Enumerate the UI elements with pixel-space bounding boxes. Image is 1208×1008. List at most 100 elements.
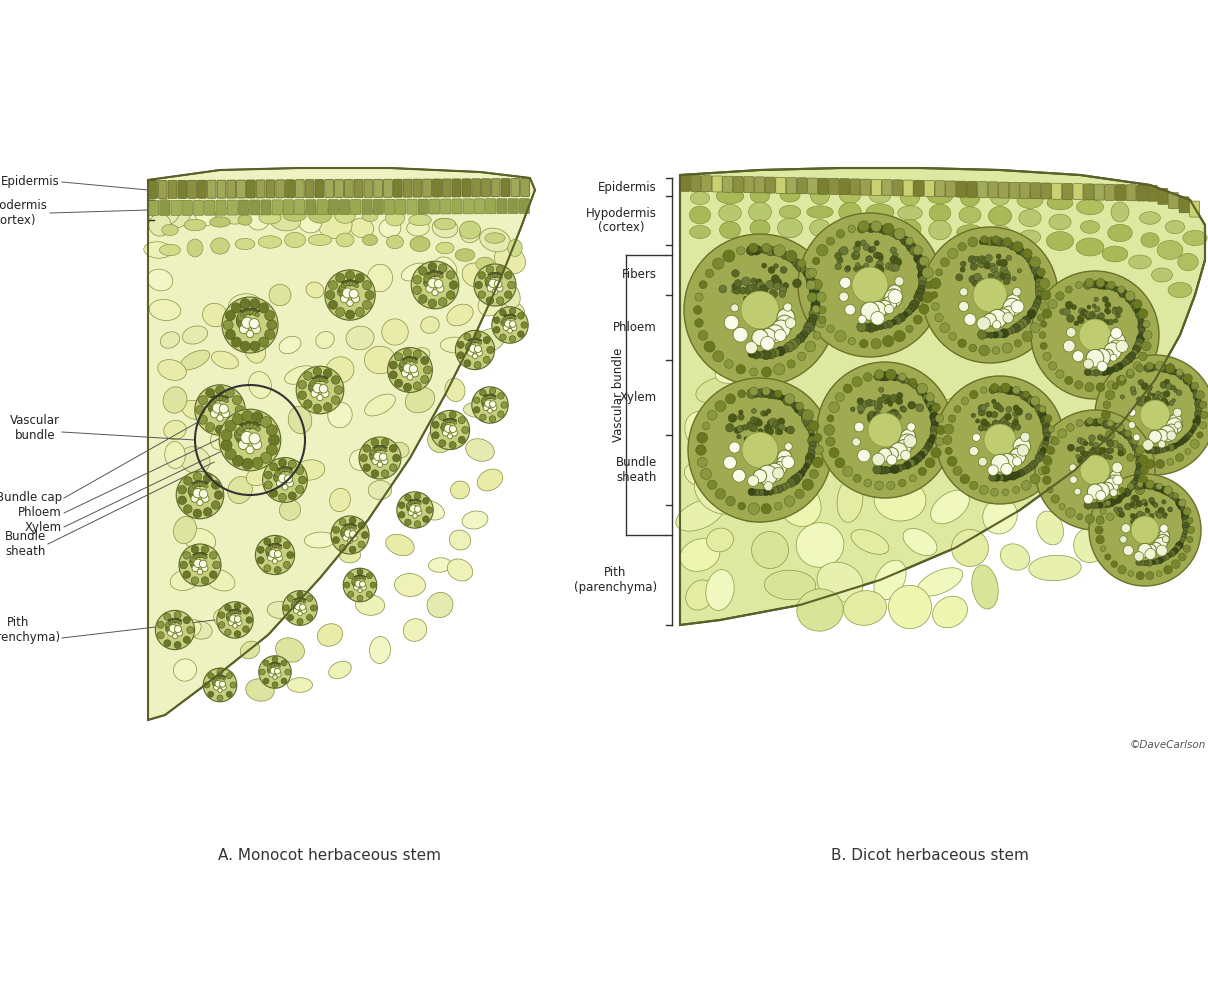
Circle shape [853, 474, 861, 483]
Circle shape [1014, 405, 1020, 411]
Ellipse shape [852, 529, 889, 554]
Circle shape [888, 467, 893, 473]
Circle shape [399, 363, 406, 370]
Circle shape [835, 263, 841, 270]
Circle shape [766, 280, 774, 289]
FancyBboxPatch shape [295, 200, 304, 215]
Circle shape [872, 454, 884, 466]
Circle shape [761, 389, 769, 397]
Circle shape [923, 393, 931, 402]
Circle shape [272, 656, 278, 662]
Circle shape [997, 308, 1011, 324]
Circle shape [927, 437, 935, 446]
Ellipse shape [455, 249, 475, 261]
Circle shape [999, 419, 1005, 425]
Circle shape [1096, 535, 1104, 543]
Circle shape [992, 236, 1000, 243]
Circle shape [271, 667, 277, 674]
Circle shape [1181, 512, 1189, 520]
Ellipse shape [432, 218, 458, 238]
Circle shape [190, 485, 196, 492]
Text: Bundle
sheath: Bundle sheath [5, 530, 46, 558]
Circle shape [1100, 319, 1105, 324]
Ellipse shape [797, 589, 843, 631]
Circle shape [887, 373, 894, 380]
Circle shape [1038, 409, 1045, 417]
Circle shape [1000, 259, 1007, 267]
Circle shape [297, 592, 303, 598]
Circle shape [1021, 392, 1029, 400]
Circle shape [985, 424, 1016, 456]
Circle shape [988, 332, 994, 339]
Circle shape [1103, 401, 1110, 408]
Text: Vascular bundle: Vascular bundle [611, 348, 625, 443]
Circle shape [773, 278, 782, 287]
Ellipse shape [187, 239, 203, 257]
Circle shape [486, 282, 492, 287]
Circle shape [1115, 423, 1125, 431]
Circle shape [1030, 323, 1040, 333]
Circle shape [389, 361, 397, 369]
Circle shape [242, 318, 252, 329]
Circle shape [344, 529, 352, 537]
Circle shape [1145, 460, 1155, 469]
Circle shape [225, 449, 236, 460]
Circle shape [956, 274, 963, 281]
Circle shape [786, 426, 795, 434]
Circle shape [958, 243, 966, 251]
Circle shape [899, 433, 916, 451]
Circle shape [998, 475, 1004, 481]
Circle shape [1171, 385, 1175, 390]
Circle shape [170, 620, 173, 623]
Circle shape [888, 285, 902, 299]
Circle shape [1104, 308, 1109, 313]
Circle shape [478, 291, 486, 298]
Circle shape [922, 291, 934, 302]
Circle shape [1098, 312, 1104, 320]
Circle shape [837, 257, 843, 263]
Circle shape [869, 413, 902, 447]
Ellipse shape [436, 242, 454, 254]
Circle shape [1105, 301, 1111, 307]
Circle shape [283, 484, 288, 490]
Circle shape [1088, 452, 1093, 457]
Ellipse shape [161, 332, 180, 348]
Circle shape [888, 402, 893, 406]
Circle shape [732, 470, 745, 482]
Circle shape [936, 425, 946, 434]
Circle shape [263, 660, 269, 666]
Circle shape [1056, 370, 1064, 378]
Polygon shape [426, 271, 443, 276]
Circle shape [362, 280, 372, 289]
Circle shape [1120, 535, 1127, 543]
Circle shape [972, 278, 1007, 312]
Circle shape [1085, 419, 1092, 426]
Circle shape [360, 455, 367, 462]
FancyBboxPatch shape [733, 176, 743, 193]
Circle shape [884, 395, 892, 401]
FancyBboxPatch shape [1157, 188, 1168, 205]
Circle shape [715, 489, 726, 499]
Circle shape [978, 425, 985, 431]
Circle shape [778, 429, 783, 434]
Circle shape [202, 545, 209, 553]
Circle shape [925, 281, 933, 288]
Circle shape [918, 270, 928, 280]
Circle shape [1128, 352, 1136, 360]
Circle shape [339, 519, 345, 525]
Ellipse shape [379, 219, 401, 238]
Circle shape [472, 340, 476, 343]
Circle shape [503, 323, 506, 327]
Circle shape [314, 378, 318, 382]
Circle shape [1191, 387, 1197, 392]
Circle shape [726, 394, 736, 404]
Circle shape [476, 350, 482, 356]
Ellipse shape [685, 463, 715, 487]
Circle shape [465, 346, 471, 351]
Circle shape [262, 458, 307, 502]
Circle shape [1100, 420, 1107, 426]
Circle shape [1001, 474, 1009, 482]
Circle shape [447, 433, 453, 438]
Circle shape [1175, 541, 1183, 549]
Circle shape [869, 247, 875, 253]
